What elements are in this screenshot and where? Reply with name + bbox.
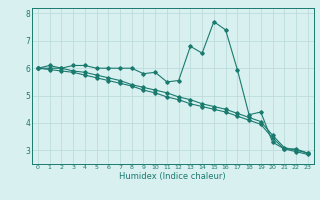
X-axis label: Humidex (Indice chaleur): Humidex (Indice chaleur) bbox=[119, 172, 226, 181]
